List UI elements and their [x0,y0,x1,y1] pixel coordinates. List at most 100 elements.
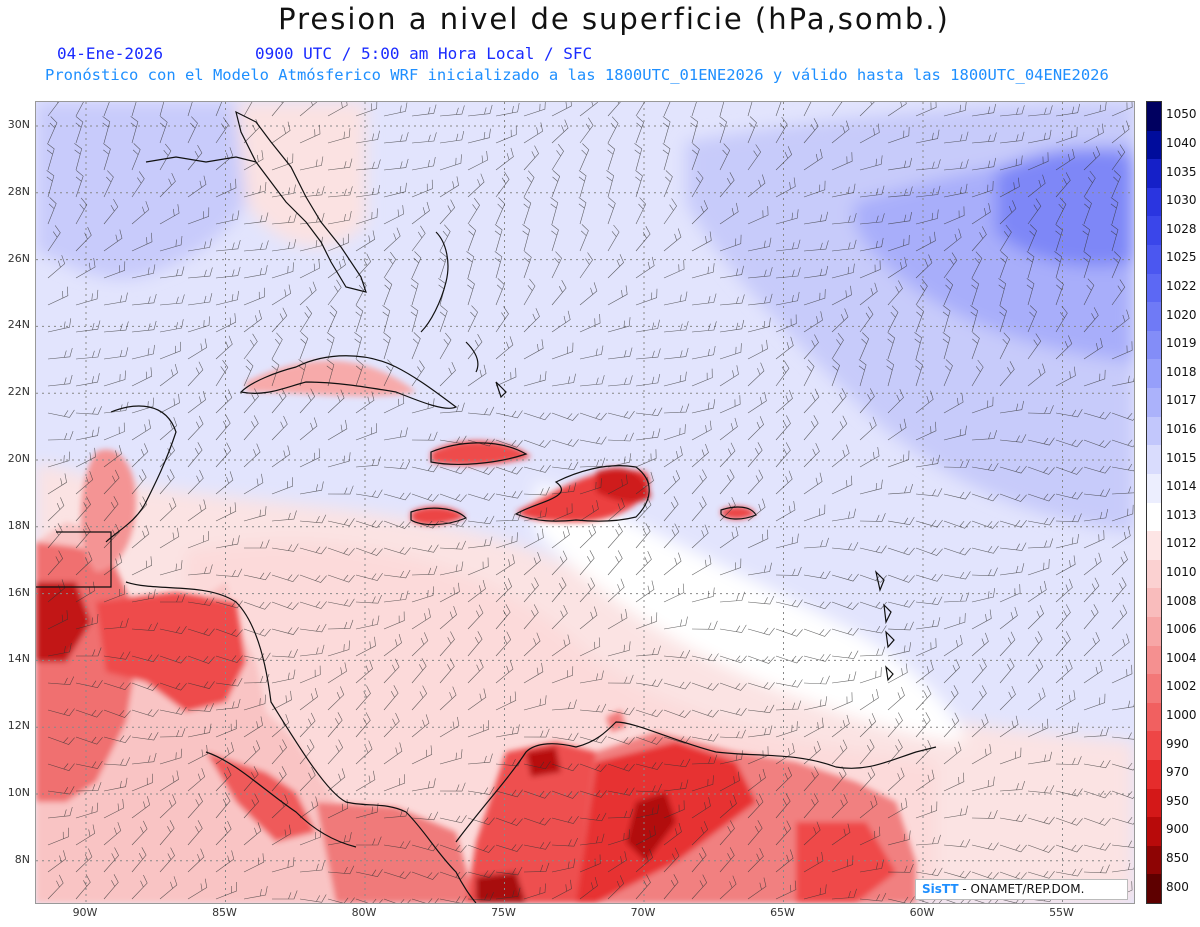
wind-barb [495,691,517,711]
wind-barb [1055,555,1076,576]
wind-barb [691,821,709,846]
wind-barb [355,391,375,414]
wind-barb [1111,341,1133,360]
wind-barb [607,851,627,873]
colorbar-label: 950 [1166,793,1189,808]
wind-barb [103,651,131,660]
wind-barb [719,265,744,279]
wind-barb [1110,197,1119,225]
wind-barb [859,306,874,333]
wind-barb [887,418,907,441]
wind-barb [215,719,237,738]
wind-barb [887,663,908,684]
wind-barb [635,678,663,687]
wind-barb [467,224,477,252]
wind-barb [691,775,714,792]
wind-barb [467,658,484,684]
wind-barb [719,591,745,603]
wind-barb [775,849,794,873]
wind-barb [411,565,438,576]
wind-barb [943,613,966,630]
wind-barb [635,102,645,117]
wind-barb [299,665,321,684]
wind-barb [999,780,1025,792]
wind-barb [327,598,355,607]
wind-barb [887,896,915,903]
wind-barb [775,314,797,333]
colorbar-segment [1147,302,1161,332]
wind-barb [775,628,803,637]
wind-barb [607,550,623,576]
wind-barb [999,155,1023,171]
wind-barb [999,747,1022,765]
wind-barb [215,882,237,900]
wind-barb [887,305,899,333]
wind-barb [859,388,875,414]
wind-barb [327,662,347,684]
wind-barb [663,291,688,306]
wind-barb [831,285,852,306]
wind-barb [215,502,237,522]
colorbar-label: 990 [1166,736,1189,751]
wind-barb [411,685,428,711]
wind-barb [187,442,203,468]
wind-barb [999,361,1015,387]
wind-barb [971,226,987,252]
wind-barb [187,238,212,252]
wind-barb [467,104,493,117]
wind-barb [495,367,517,387]
wind-barb [383,634,402,657]
wind-barb [691,420,712,441]
wind-barb [943,772,965,792]
wind-barb [1055,844,1083,853]
latitude-label: 10N [7,786,30,799]
wind-barb [1083,577,1100,603]
wind-barb [859,859,884,873]
wind-barb [159,527,180,549]
wind-barb [383,205,404,225]
colorbar-segment [1147,588,1161,618]
wind-barb [971,132,997,144]
wind-barb [803,628,831,637]
wind-barb [271,415,288,441]
credit-text: - ONAMET/REP.DOM. [962,882,1085,896]
wind-barb [383,460,411,470]
wind-barb [1111,633,1130,657]
wind-barb [103,261,126,279]
wind-barb [439,606,457,630]
wind-barb [466,251,475,279]
longitude-label: 65W [770,906,795,919]
wind-barb [383,227,401,252]
wind-barb [383,332,391,360]
wind-barb [971,776,995,792]
wind-barb [243,766,259,792]
wind-barb [103,777,128,792]
wind-barb [1111,309,1130,333]
wind-barb [971,278,980,306]
wind-barb [747,267,773,279]
colorbar-label: 900 [1166,822,1189,837]
wind-barb [467,466,495,475]
wind-barb [943,252,958,279]
wind-barb [971,462,999,472]
wind-barb [635,197,647,225]
wind-barb [1027,844,1055,853]
wind-barb [1027,437,1055,446]
wind-barb [103,847,119,873]
wind-barb [131,820,148,846]
wind-barb [607,317,631,333]
wind-barb [551,763,579,772]
wind-barb [607,674,634,684]
wind-barb [299,766,316,792]
wind-barb [1055,149,1075,171]
wind-barb [831,766,847,792]
wind-barb [943,547,971,556]
wind-barb [551,439,579,447]
wind-barb [747,595,775,605]
wind-barb [271,574,299,583]
wind-barb [550,197,559,225]
wind-barb [775,721,798,738]
wind-barb [46,170,55,198]
wind-barb [1111,862,1134,873]
wind-barb [47,786,75,795]
